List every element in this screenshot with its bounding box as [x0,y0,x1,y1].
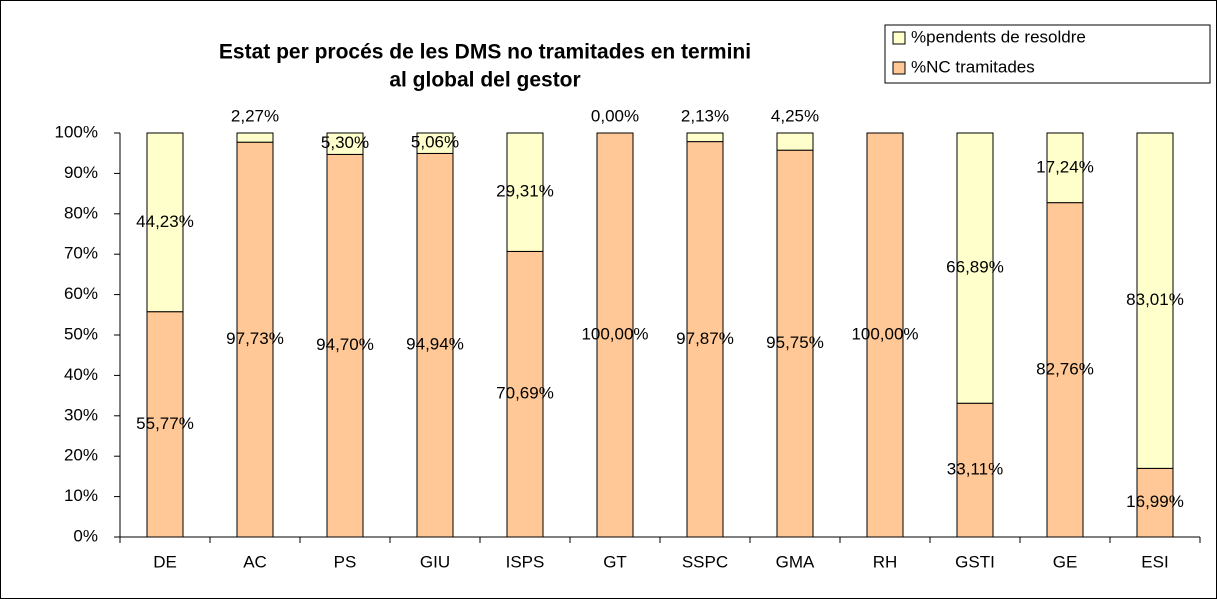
bar-segment [506,250,544,538]
data-label: 97,87% [676,329,734,348]
y-tick-label: 80% [64,203,98,222]
x-tick-label: GSTI [955,552,995,571]
x-tick-label: PS [334,552,357,571]
data-label: 97,73% [226,329,284,348]
data-label: 2,27% [231,106,279,125]
y-tick-label: 10% [64,486,98,505]
bar-segment [236,132,274,143]
y-tick-label: 40% [64,365,98,384]
bar-segment [146,132,184,313]
data-label: 66,89% [946,258,1004,277]
bar-segment [686,132,724,143]
bar-segment [596,132,634,538]
bar-segment [776,132,814,151]
bar-segment [686,141,724,538]
data-label: 29,31% [496,182,554,201]
legend-box [884,24,1211,84]
data-label: 94,70% [316,335,374,354]
bar-segment [1046,202,1084,538]
data-label: 5,06% [411,133,459,152]
y-tick-label: 50% [64,324,98,343]
legend-swatch [892,31,906,45]
bar-segment [956,402,994,538]
data-label: 100,00% [851,324,918,343]
x-tick-label: ISPS [506,552,545,571]
data-label: 83,01% [1126,290,1184,309]
data-label: 0,00% [591,106,639,125]
legend-swatch [892,61,906,75]
y-tick-label: 70% [64,244,98,263]
y-tick-label: 100% [55,122,98,141]
bar-segment [1046,132,1084,204]
x-tick-label: RH [873,552,898,571]
legend-label: %NC tramitades [911,57,1035,76]
y-tick-label: 20% [64,446,98,465]
bar-segment [1136,132,1174,469]
x-tick-label: GIU [420,552,450,571]
bar-segment [776,149,814,538]
y-tick-label: 30% [64,405,98,424]
bar-segment [326,153,364,538]
x-tick-label: ESI [1141,552,1168,571]
y-tick-label: 60% [64,284,98,303]
data-label: 33,11% [947,460,1003,479]
chart-title: Estat per procés de les DMS no tramitade… [219,41,751,64]
bar-segment [146,311,184,538]
data-label: 5,30% [321,133,369,152]
data-label: 100,00% [581,324,648,343]
bar-segment [326,132,364,155]
bar-segment [506,132,544,252]
x-tick-label: GMA [776,552,815,571]
data-label: 70,69% [496,384,554,403]
bar-segment [866,132,904,538]
bar-segment [416,152,454,538]
x-tick-label: AC [243,552,267,571]
data-label: 82,76% [1036,359,1094,378]
x-tick-label: DE [153,552,177,571]
data-label: 17,24% [1036,157,1094,176]
bar-segment [1136,467,1174,538]
bar-segment [416,132,454,154]
y-tick-label: 90% [64,163,98,182]
data-label: 95,75% [766,333,824,352]
bar-segment [236,141,274,538]
bar-segment [956,132,994,404]
y-tick-label: 0% [73,526,98,545]
x-tick-label: GE [1053,552,1078,571]
data-label: 55,77% [136,414,194,433]
data-label: 16,99% [1126,492,1184,511]
data-label: 94,94% [406,335,464,354]
data-label: 4,25% [771,106,819,125]
data-label: 2,13% [681,106,729,125]
data-label: 44,23% [136,212,194,231]
legend-label: %pendents de resoldre [911,27,1086,46]
x-tick-label: GT [603,552,627,571]
chart-title: al global del gestor [389,69,580,92]
x-tick-label: SSPC [682,552,728,571]
